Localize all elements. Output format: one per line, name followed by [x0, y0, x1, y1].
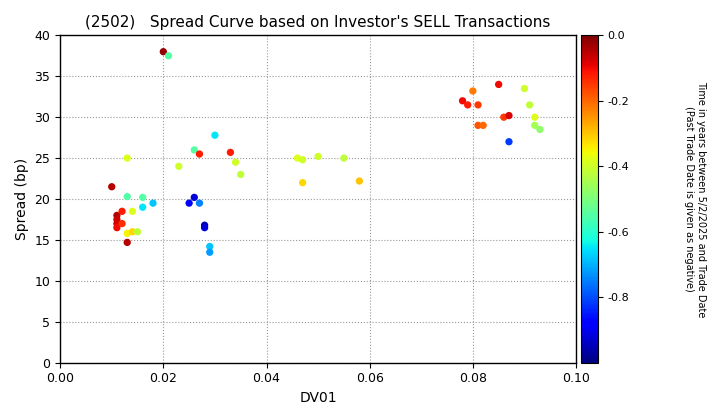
Point	[137, 194, 148, 201]
Point	[117, 220, 128, 227]
Point	[158, 48, 169, 55]
Point	[122, 193, 133, 200]
Title: (2502)   Spread Curve based on Investor's SELL Transactions: (2502) Spread Curve based on Investor's …	[86, 15, 551, 30]
Point	[297, 156, 308, 163]
Point	[225, 149, 236, 156]
Point	[467, 88, 479, 94]
Point	[132, 228, 143, 235]
Point	[529, 114, 541, 121]
Point	[204, 249, 215, 256]
Point	[477, 122, 489, 129]
X-axis label: DV01: DV01	[300, 391, 337, 405]
Point	[456, 97, 468, 104]
Point	[127, 208, 138, 215]
Point	[472, 122, 484, 129]
Y-axis label: Time in years between 5/2/2025 and Trade Date
(Past Trade Date is given as negat: Time in years between 5/2/2025 and Trade…	[684, 81, 706, 317]
Point	[230, 159, 241, 165]
Point	[148, 200, 159, 207]
Point	[524, 102, 536, 108]
Point	[503, 138, 515, 145]
Point	[194, 151, 205, 158]
Point	[462, 102, 474, 108]
Point	[338, 155, 350, 161]
Point	[354, 178, 365, 184]
Point	[297, 179, 308, 186]
Point	[106, 184, 117, 190]
Y-axis label: Spread (bp): Spread (bp)	[15, 158, 29, 240]
Point	[189, 147, 200, 153]
Point	[235, 171, 246, 178]
Point	[534, 126, 546, 133]
Point	[111, 216, 122, 223]
Point	[122, 239, 133, 246]
Point	[122, 155, 133, 161]
Point	[127, 228, 138, 235]
Point	[122, 230, 133, 237]
Point	[173, 163, 184, 170]
Point	[163, 52, 174, 59]
Point	[498, 114, 510, 121]
Point	[184, 200, 195, 207]
Point	[529, 122, 541, 129]
Point	[111, 212, 122, 219]
Point	[503, 112, 515, 119]
Point	[137, 204, 148, 210]
Point	[117, 208, 128, 215]
Point	[111, 220, 122, 227]
Point	[199, 222, 210, 228]
Point	[194, 200, 205, 207]
Point	[199, 224, 210, 231]
Point	[209, 132, 220, 139]
Point	[472, 102, 484, 108]
Point	[189, 194, 200, 201]
Point	[111, 224, 122, 231]
Point	[292, 155, 303, 161]
Point	[493, 81, 505, 88]
Point	[204, 243, 215, 250]
Point	[312, 153, 324, 160]
Point	[518, 85, 530, 92]
